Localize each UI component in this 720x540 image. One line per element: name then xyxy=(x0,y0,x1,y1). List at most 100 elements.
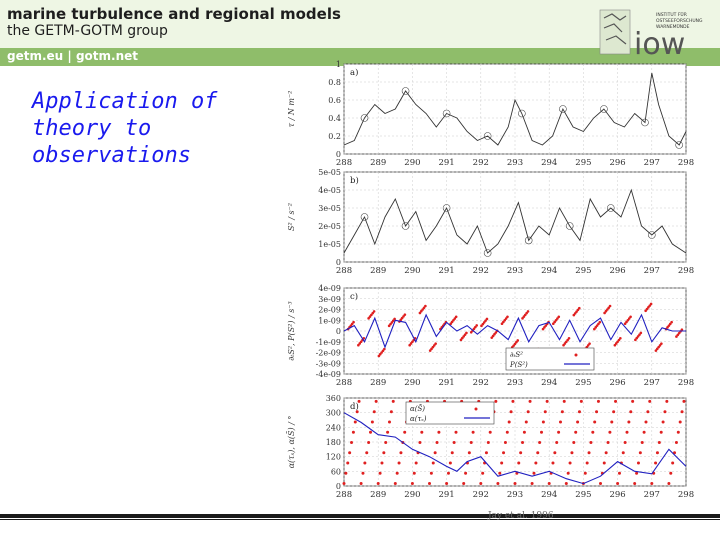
logo-line-1: INSTITUT FÜR xyxy=(656,11,687,18)
y-tick-label: 0 xyxy=(336,482,341,491)
data-point-red xyxy=(646,410,650,414)
data-point-red xyxy=(437,430,441,434)
x-tick-label: 291 xyxy=(438,378,454,388)
data-point-red xyxy=(636,461,640,465)
legend-label: P(S²) xyxy=(509,361,528,369)
y-tick-label: 1 xyxy=(336,60,341,69)
y-tick-label: -2e-09 xyxy=(316,349,341,358)
x-tick-label: 294 xyxy=(541,266,557,276)
data-point-red xyxy=(612,410,616,414)
marker-circle xyxy=(360,213,369,221)
y-tick-label: 0.2 xyxy=(328,132,341,141)
data-point-red xyxy=(410,482,414,486)
y-tick-label: 360 xyxy=(326,394,341,403)
data-point-red xyxy=(374,399,378,403)
y-tick-label: 4e-05 xyxy=(318,186,341,195)
data-point-red xyxy=(564,482,568,486)
marker-circle xyxy=(675,141,683,149)
data-point-red xyxy=(631,399,635,403)
data-point-red xyxy=(412,471,416,475)
data-point-red xyxy=(454,315,458,319)
data-point-red xyxy=(350,440,354,444)
y-tick-label: 2e-09 xyxy=(318,306,341,315)
data-point-red xyxy=(429,471,433,475)
data-point-red xyxy=(577,410,581,414)
data-point-red xyxy=(541,420,545,424)
legend-label: α(S̄) xyxy=(410,404,425,413)
data-point-red xyxy=(342,482,346,486)
data-point-red xyxy=(547,482,551,486)
data-point-red xyxy=(454,430,458,434)
data-point-red xyxy=(346,461,350,465)
marker-circle xyxy=(401,222,410,230)
data-point-red xyxy=(608,304,612,308)
data-point-red xyxy=(467,451,471,455)
data-point-red xyxy=(598,320,602,324)
data-point-red xyxy=(648,399,652,403)
x-tick-label: 293 xyxy=(507,490,523,500)
legend-marker-red xyxy=(574,353,578,357)
data-point-red xyxy=(633,482,637,486)
data-point-red xyxy=(589,440,593,444)
data-point-red xyxy=(638,451,642,455)
x-tick-label: 292 xyxy=(473,490,489,500)
data-point-red xyxy=(446,471,450,475)
iow-logo: INSTITUT FÜR OSTSEEFORSCHUNG WARNEMÜNDE … xyxy=(599,9,703,58)
data-point-red xyxy=(536,451,540,455)
data-point-red xyxy=(625,430,629,434)
data-point-red xyxy=(475,324,478,327)
data-point-red xyxy=(424,304,427,308)
data-point-red xyxy=(488,430,492,434)
data-point-red xyxy=(621,451,625,455)
data-point-red xyxy=(386,430,390,434)
x-tick-label: 295 xyxy=(575,490,591,500)
data-point-red xyxy=(680,328,684,332)
data-point-red xyxy=(464,471,468,475)
data-point-red xyxy=(391,399,395,403)
data-point-red xyxy=(450,451,454,455)
data-point-red xyxy=(557,430,561,434)
x-tick-label: 295 xyxy=(575,158,591,168)
figure-panels: 0 0.2 0.4 0.6 0.8 1 288 289 290 291 292 293 294 295 29… xyxy=(287,60,695,500)
data-point-red xyxy=(566,471,570,475)
data-point-red xyxy=(361,471,365,475)
data-point-red xyxy=(383,347,386,351)
data-point-red xyxy=(587,451,591,455)
header-band xyxy=(0,48,720,66)
header-subtitle: the GETM-GOTM group xyxy=(7,23,168,39)
data-point-red xyxy=(614,399,618,403)
y-tick-label: 0 xyxy=(336,258,341,267)
x-tick-label: 297 xyxy=(644,490,660,500)
data-point-red xyxy=(680,410,684,414)
data-point-red xyxy=(595,410,599,414)
data-point-red xyxy=(359,482,363,486)
x-tick-label: 294 xyxy=(541,378,557,388)
marker-circle xyxy=(641,118,649,127)
data-point-red xyxy=(498,471,502,475)
data-point-red xyxy=(372,410,376,414)
x-tick-label: 297 xyxy=(644,266,660,276)
data-point-red xyxy=(629,410,633,414)
y-tick-label: -1e-09 xyxy=(316,338,341,347)
logo-line-3: WARNEMÜNDE xyxy=(656,23,690,30)
data-point-red xyxy=(481,471,485,475)
data-point-red xyxy=(479,482,483,486)
data-point-red xyxy=(496,482,500,486)
data-point-red xyxy=(397,461,401,465)
data-point-red xyxy=(506,315,509,319)
data-point-red xyxy=(484,451,488,455)
data-point-red xyxy=(574,430,578,434)
data-point-red xyxy=(557,315,561,319)
logo-line-2: OSTSEEFORSCHUNG xyxy=(656,18,703,24)
data-point-red xyxy=(503,440,507,444)
data-point-red xyxy=(669,471,673,475)
data-point-red xyxy=(513,482,517,486)
y-axis-label: S² / s⁻² xyxy=(287,203,296,231)
data-point-red xyxy=(562,399,566,403)
data-point-red xyxy=(558,420,562,424)
data-point-red xyxy=(517,461,521,465)
data-point-red xyxy=(511,399,515,403)
data-point-red xyxy=(399,451,403,455)
data-point-red xyxy=(469,440,473,444)
header-links[interactable]: getm.eu | gotm.net xyxy=(7,49,138,63)
